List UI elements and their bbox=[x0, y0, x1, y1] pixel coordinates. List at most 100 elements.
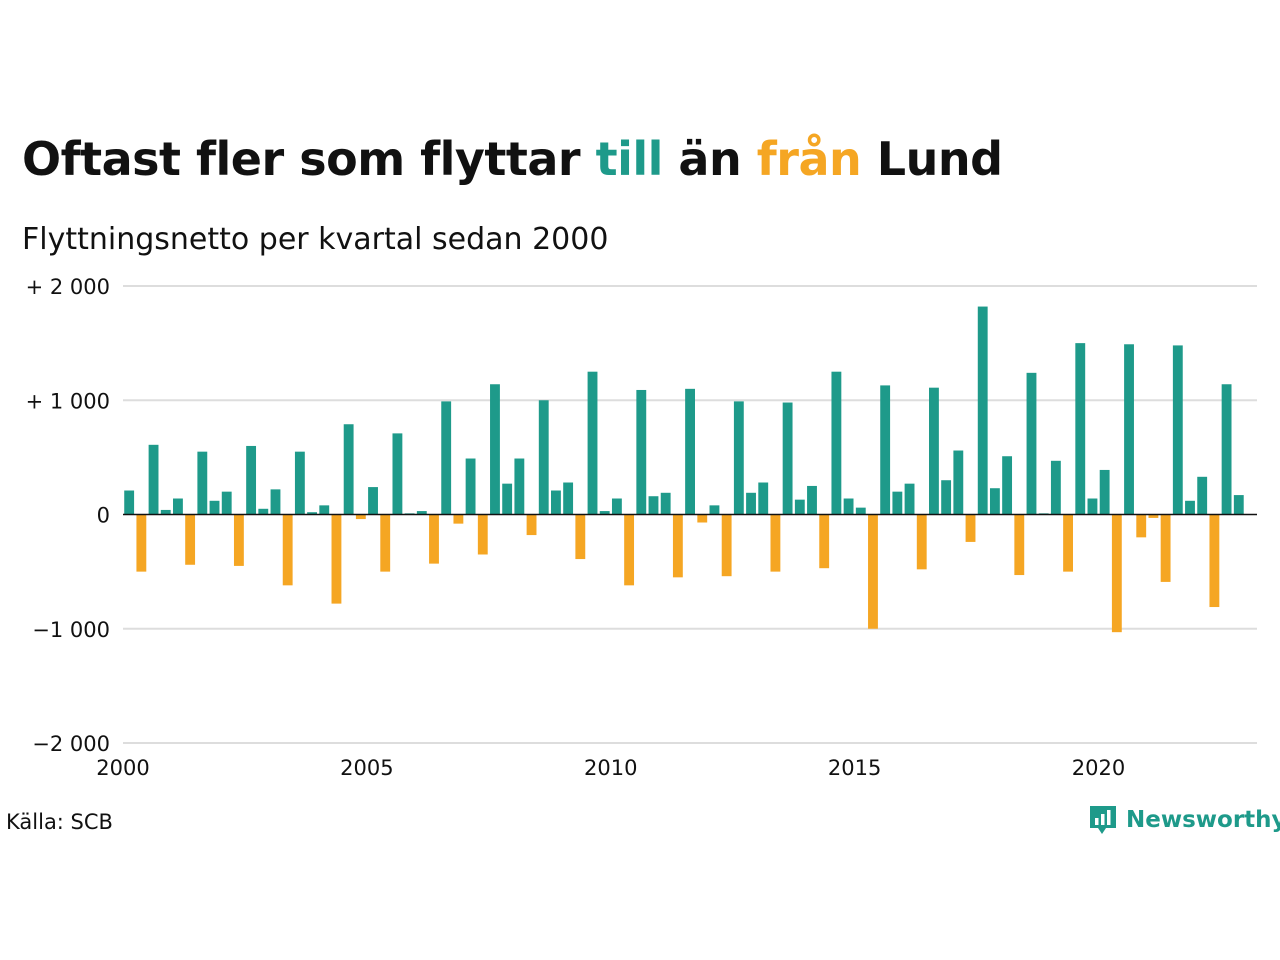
bar bbox=[148, 444, 159, 515]
bar bbox=[307, 512, 317, 515]
bar bbox=[1014, 514, 1025, 576]
x-tick-labels: 2000 2005 2010 2015 2020 bbox=[96, 756, 1125, 780]
y-tick-label: + 2 000 bbox=[26, 275, 110, 299]
bar bbox=[916, 514, 927, 570]
bar bbox=[136, 514, 147, 572]
bars bbox=[124, 306, 1244, 633]
bar bbox=[782, 402, 793, 515]
bar bbox=[124, 490, 135, 515]
bar bbox=[660, 492, 671, 515]
bar bbox=[465, 458, 476, 515]
bar bbox=[380, 514, 391, 572]
bar bbox=[355, 514, 366, 520]
bar bbox=[599, 511, 610, 515]
bar bbox=[929, 387, 939, 515]
bar bbox=[453, 514, 464, 524]
bar bbox=[429, 514, 439, 564]
bar bbox=[173, 498, 183, 515]
y-tick-label: 0 bbox=[97, 504, 110, 528]
bar bbox=[611, 498, 622, 515]
bar bbox=[1209, 514, 1220, 608]
bar bbox=[343, 424, 354, 515]
bar bbox=[1099, 469, 1110, 515]
x-tick-label: 2005 bbox=[340, 756, 393, 780]
x-tick-label: 2010 bbox=[584, 756, 637, 780]
y-tick-label: −1 000 bbox=[32, 618, 110, 642]
bar bbox=[989, 488, 1000, 515]
bar bbox=[1185, 500, 1195, 515]
y-tick-label: −2 000 bbox=[32, 732, 110, 756]
bar bbox=[587, 371, 598, 515]
bar bbox=[709, 505, 720, 515]
bar bbox=[282, 514, 293, 586]
bar bbox=[1172, 345, 1183, 515]
grid-lines bbox=[123, 285, 1257, 744]
title-part-3: Lund bbox=[861, 132, 1003, 186]
title-part-2: än bbox=[662, 132, 757, 186]
bar bbox=[514, 458, 525, 515]
bar bbox=[185, 514, 196, 565]
bar bbox=[1221, 384, 1232, 515]
bar bbox=[770, 514, 781, 572]
chart-subtitle: Flyttningsnetto per kvartal sedan 2000 bbox=[22, 222, 609, 257]
bar bbox=[502, 483, 513, 515]
bar bbox=[1087, 498, 1098, 515]
bar bbox=[880, 385, 891, 515]
bar bbox=[746, 492, 756, 515]
bar bbox=[892, 491, 903, 515]
bar bbox=[1148, 514, 1159, 518]
bar bbox=[258, 508, 269, 515]
bar bbox=[1063, 514, 1073, 572]
bar bbox=[941, 480, 952, 515]
bar bbox=[1002, 456, 1013, 515]
bar bbox=[270, 489, 281, 515]
bar bbox=[209, 500, 220, 515]
x-tick-label: 2020 bbox=[1072, 756, 1125, 780]
bar bbox=[1233, 495, 1244, 515]
bar bbox=[1160, 514, 1171, 582]
bar bbox=[1136, 514, 1147, 538]
bar bbox=[868, 514, 878, 629]
bar bbox=[807, 485, 817, 515]
bar bbox=[831, 371, 842, 515]
bar bbox=[965, 514, 976, 542]
bar bbox=[672, 514, 683, 578]
bar bbox=[758, 482, 769, 515]
title-part-1: Oftast fler som flyttar bbox=[22, 132, 596, 186]
bar bbox=[794, 499, 805, 515]
bar bbox=[490, 384, 500, 515]
bar bbox=[977, 306, 988, 515]
bar bbox=[538, 400, 549, 515]
bar bbox=[855, 507, 866, 515]
bar bbox=[319, 505, 330, 515]
bar bbox=[563, 482, 574, 515]
bar bbox=[1026, 372, 1037, 515]
bar-chart-chat-icon bbox=[1090, 806, 1116, 834]
y-tick-label: + 1 000 bbox=[26, 389, 110, 413]
bar bbox=[246, 445, 257, 515]
bar bbox=[1124, 344, 1134, 515]
bar bbox=[197, 451, 208, 515]
bar bbox=[1050, 460, 1061, 515]
bar bbox=[904, 483, 915, 515]
logo-text: Newsworthy bbox=[1126, 807, 1280, 833]
bar bbox=[233, 514, 244, 566]
bar bbox=[368, 487, 378, 515]
x-tick-label: 2000 bbox=[96, 756, 149, 780]
bar bbox=[331, 514, 342, 604]
bar bbox=[477, 514, 488, 555]
bar bbox=[624, 514, 635, 586]
bar bbox=[575, 514, 586, 560]
bar bbox=[697, 514, 708, 523]
bar bbox=[636, 389, 647, 515]
bar bbox=[526, 514, 537, 536]
bar bbox=[392, 433, 403, 515]
newsworthy-logo: Newsworthy bbox=[1088, 803, 1280, 837]
bar bbox=[160, 509, 171, 515]
y-tick-labels: + 2 000 + 1 000 0 −1 000 −2 000 bbox=[26, 275, 110, 756]
bar bbox=[648, 496, 659, 515]
bar bbox=[953, 450, 964, 515]
bar bbox=[685, 388, 695, 515]
x-tick-label: 2015 bbox=[828, 756, 881, 780]
bar bbox=[733, 401, 744, 515]
